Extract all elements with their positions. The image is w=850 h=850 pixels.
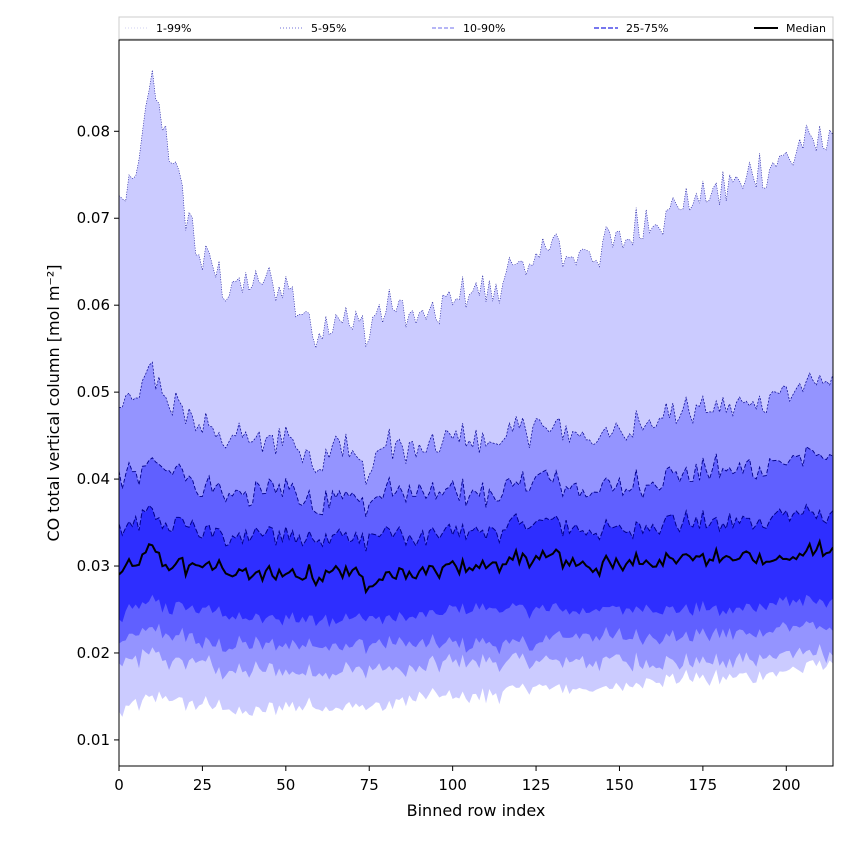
line-p99 xyxy=(119,70,833,348)
x-tick-label: 150 xyxy=(605,776,634,794)
line-p75 xyxy=(119,503,833,552)
y-axis: 0.01 0.02 0.03 0.04 0.05 0.06 0.07 0.08 xyxy=(77,122,119,749)
axes-frame xyxy=(118,39,834,767)
x-axis: 0 25 50 75 100 125 150 175 200 xyxy=(114,766,801,794)
x-tick-label: 200 xyxy=(772,776,801,794)
x-axis-label: Binned row index xyxy=(407,801,546,820)
y-tick-label: 0.07 xyxy=(77,209,110,227)
y-axis-label: CO total vertical column [mol m⁻²] xyxy=(44,264,63,541)
legend-frame xyxy=(118,16,834,40)
median-line xyxy=(119,538,833,595)
x-tick-label: 175 xyxy=(689,776,718,794)
legend-label-10-90: 10-90% xyxy=(463,22,505,35)
x-tick-label: 75 xyxy=(360,776,379,794)
legend-label-25-75: 25-75% xyxy=(626,22,668,35)
line-p95 xyxy=(119,361,833,485)
legend-label-median: Median xyxy=(786,22,826,35)
x-tick-label: 25 xyxy=(193,776,212,794)
legend-label-1-99: 1-99% xyxy=(156,22,191,35)
y-tick-label: 0.06 xyxy=(77,296,110,314)
y-tick-label: 0.04 xyxy=(77,470,110,488)
y-tick-label: 0.02 xyxy=(77,644,110,662)
x-tick-label: 125 xyxy=(522,776,551,794)
y-tick-label: 0.03 xyxy=(77,557,110,575)
line-p90 xyxy=(119,445,833,517)
x-tick-label: 50 xyxy=(276,776,295,794)
legend-label-5-95: 5-95% xyxy=(311,22,346,35)
x-tick-label: 100 xyxy=(438,776,467,794)
legend: 1-99% 5-95% 10-90% 25-75% Median xyxy=(118,16,834,40)
plot-area xyxy=(119,70,833,717)
x-tick-label: 0 xyxy=(114,776,124,794)
y-tick-label: 0.01 xyxy=(77,731,110,749)
y-tick-label: 0.08 xyxy=(77,122,110,140)
y-tick-label: 0.05 xyxy=(77,383,110,401)
